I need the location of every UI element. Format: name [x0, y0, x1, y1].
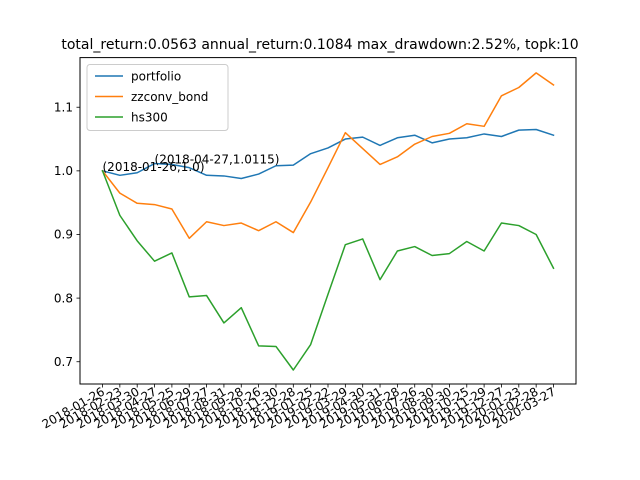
series-line-portfolio: [101, 128, 555, 180]
series-line-hs300: [101, 169, 555, 371]
y-tick-label: 1.0: [54, 164, 73, 178]
annotations: (2018-01-26,1.0)(2018-04-27,1.0115): [103, 153, 280, 174]
legend: portfolio zzconv_bond hs300: [86, 64, 229, 131]
series-line-zzconv_bond: [101, 72, 555, 240]
y-tick-label: 0.8: [54, 291, 73, 305]
legend-box: [86, 64, 229, 131]
legend-label-portfolio: portfolio: [131, 69, 181, 83]
y-axis: 0.7 0.8 0.9 1.0 1.1: [54, 100, 80, 369]
x-axis: 2018-01-262018-02-232018-03-302018-04-27…: [40, 384, 558, 431]
legend-label-zzconv_bond: zzconv_bond: [131, 90, 208, 104]
y-tick-label: 0.9: [54, 228, 73, 242]
point-annotation: (2018-04-27,1.0115): [155, 153, 280, 167]
point-annotation: (2018-01-26,1.0): [103, 160, 205, 174]
y-tick-label: 1.1: [54, 100, 73, 114]
chart-title: total_return:0.0563 annual_return:0.1084…: [61, 37, 578, 53]
legend-label-hs300: hs300: [131, 110, 168, 124]
series-lines: [101, 72, 555, 371]
y-tick-label: 0.7: [54, 355, 73, 369]
